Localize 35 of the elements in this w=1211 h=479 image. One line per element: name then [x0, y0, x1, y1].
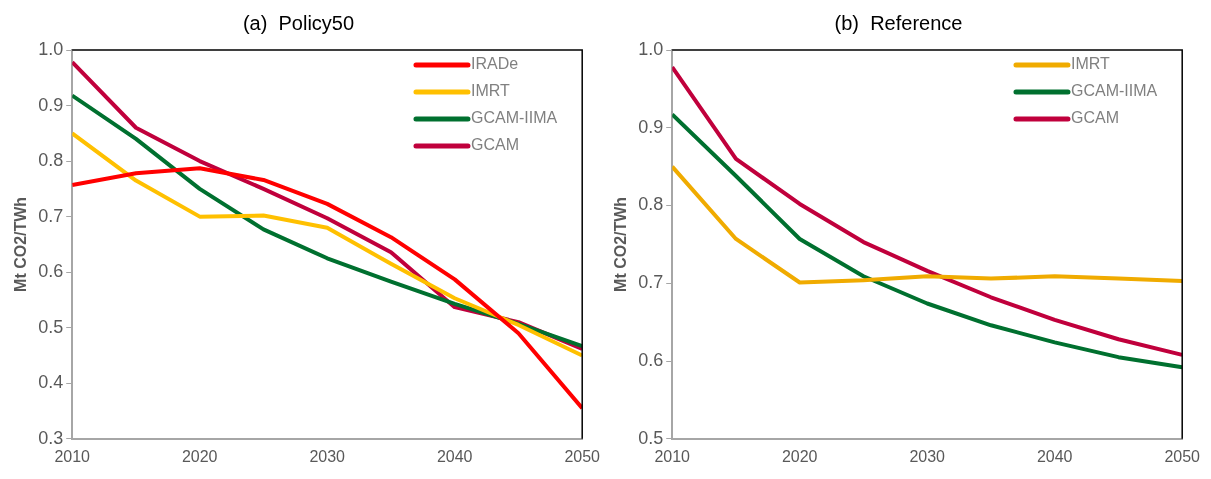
y-axis-title: Mt CO2/TWh [12, 196, 30, 292]
chart-title: (b) Reference [834, 11, 963, 34]
y-tick-label: 0.7 [638, 272, 664, 293]
legend-label: GCAM-IIMA [1070, 82, 1158, 100]
y-tick-label: 1.0 [638, 38, 664, 59]
y-axis-title: Mt CO2/TWh [612, 196, 630, 292]
x-tick-label: 2030 [309, 447, 346, 465]
y-tick-label: 0.6 [638, 350, 664, 371]
y-tick-label: 0.8 [38, 150, 64, 171]
y-tick-label: 0.7 [38, 205, 64, 226]
y-tick-label: 0.9 [638, 116, 664, 137]
y-tick-label: 0.3 [38, 427, 64, 448]
y-tick-label: 0.9 [38, 94, 64, 115]
x-tick-label: 2010 [654, 447, 691, 465]
y-tick-label: 0.6 [38, 261, 64, 282]
y-tick-label: 0.4 [38, 372, 64, 393]
chart-title: (a) Policy50 [242, 11, 355, 34]
x-tick-label: 2020 [781, 447, 818, 465]
x-tick-label: 2030 [909, 447, 946, 465]
legend-label: GCAM [1070, 109, 1119, 127]
y-tick-label: 0.5 [638, 427, 664, 448]
legend-label: IRADe [470, 55, 519, 73]
x-tick-label: 2050 [1164, 447, 1201, 465]
legend-label: IMRT [1070, 55, 1111, 73]
y-tick-label: 0.8 [638, 194, 664, 215]
legend-label: IMRT [470, 82, 511, 100]
y-tick-label: 0.5 [38, 316, 64, 337]
legend-label: GCAM-IIMA [470, 109, 558, 127]
x-tick-label: 2040 [436, 447, 473, 465]
x-tick-label: 2040 [1036, 447, 1073, 465]
x-tick-label: 2020 [181, 447, 218, 465]
x-tick-label: 2050 [564, 447, 601, 465]
x-tick-label: 2010 [54, 447, 91, 465]
y-tick-label: 1.0 [38, 38, 64, 59]
legend-label: GCAM [470, 136, 519, 154]
